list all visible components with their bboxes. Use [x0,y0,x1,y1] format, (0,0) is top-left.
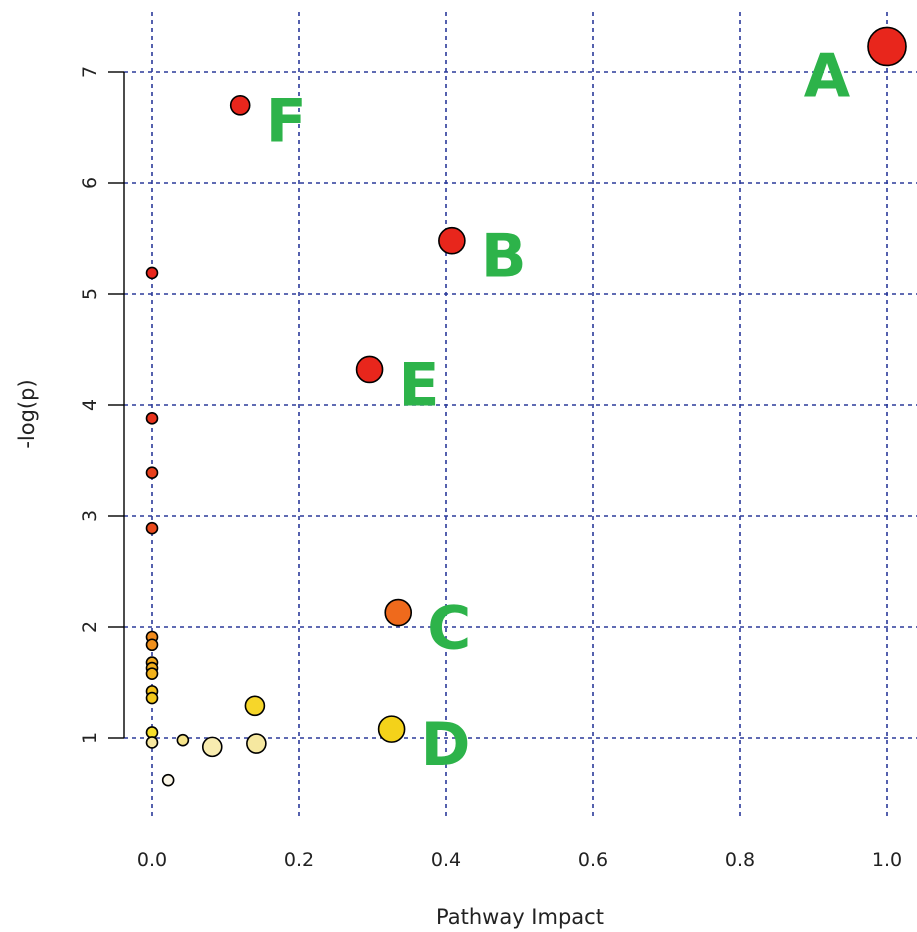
y-tick-label: 3 [79,510,101,522]
pathway-point-f [229,95,251,116]
y-tick-label: 7 [79,66,101,78]
pathway-point [201,736,223,758]
y-tick-label: 5 [79,288,101,300]
pathway-point [145,266,159,280]
pathway-point [145,466,159,480]
y-tick-label: 4 [79,399,101,411]
grid-lines [124,12,917,818]
pathway-point [145,521,159,535]
pathway-point [145,667,159,680]
pathway-point [145,736,159,749]
x-axis-title: Pathway Impact [436,905,604,929]
pathway-point [145,412,159,425]
x-tick-label: 1.0 [872,849,902,871]
y-tick-label: 6 [79,177,101,189]
pathway-point [145,691,159,705]
pathway-point-a [867,26,907,67]
point-label-f: F [266,86,307,156]
pathway-point-b [438,226,466,255]
pathway-point-d [377,715,406,743]
pathway-point [145,638,159,652]
point-label-d: D [421,710,471,780]
x-tick-label: 0.2 [284,849,314,871]
pathway-point [161,773,175,787]
pathway-point-e [355,355,384,384]
pathway-point [246,733,267,754]
pathway-point-c [384,598,413,627]
pathway-point [176,733,190,747]
x-tick-label: 0.8 [725,849,755,871]
x-tick-label: 0.0 [137,849,167,871]
x-tick-label: 0.6 [578,849,608,871]
x-tick-label: 0.4 [431,849,461,871]
axes: 0.0 0.2 0.4 0.6 0.8 1.0 1 2 3 4 5 6 7 [79,66,902,871]
point-label-a: A [804,41,851,111]
point-label-e: E [399,350,440,420]
y-tick-label: 1 [79,732,101,744]
point-label-c: C [427,594,471,664]
y-axis-title: -log(p) [15,379,39,448]
pathway-point [244,695,266,717]
y-tick-label: 2 [79,621,101,633]
point-label-b: B [481,222,527,292]
data-points [145,26,907,787]
point-labels: A B CD E F [266,41,851,780]
